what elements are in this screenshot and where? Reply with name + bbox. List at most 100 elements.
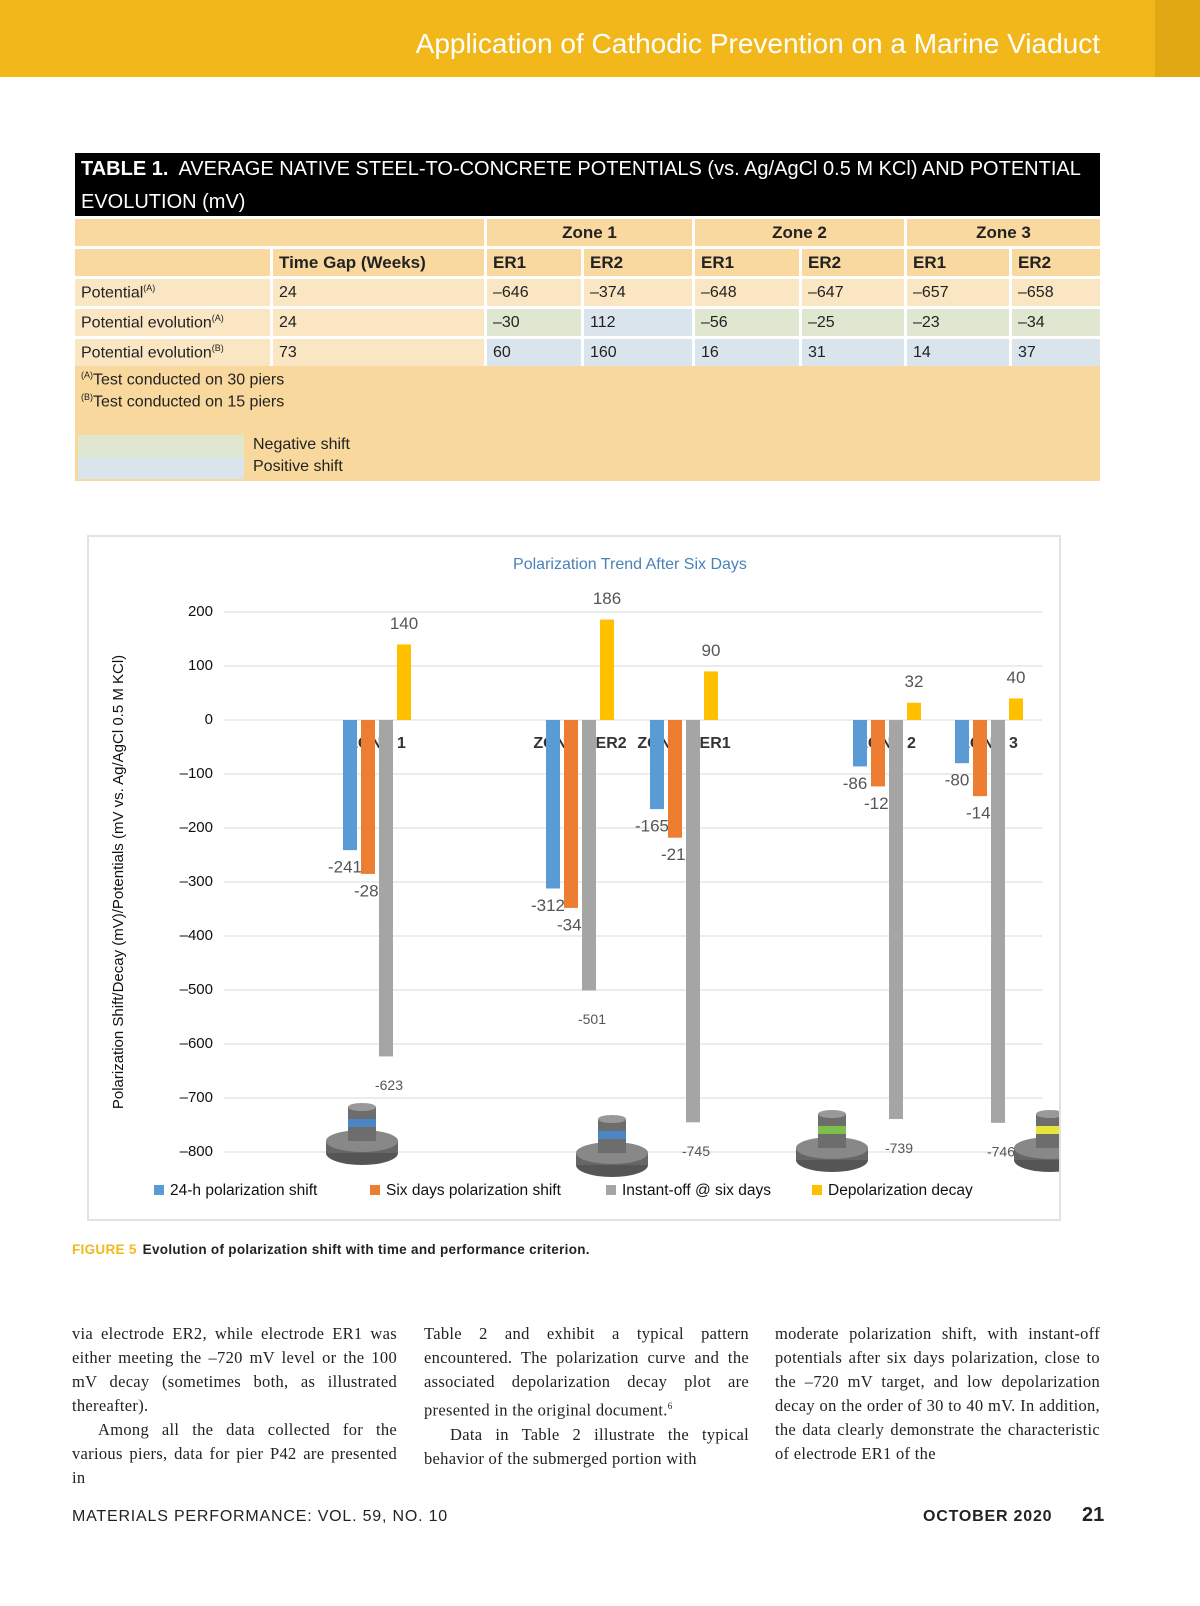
legend-label: 24-h polarization shift — [170, 1182, 318, 1199]
note: (A)Test conducted on 30 piers — [81, 370, 284, 389]
pier-band — [598, 1131, 626, 1139]
note-mark: (B) — [81, 392, 93, 402]
pier-band — [1036, 1126, 1064, 1134]
text-column: via electrode ER2, while electrode ER1 w… — [72, 1322, 397, 1490]
column-header: ER2 — [802, 249, 907, 276]
legend-swatch — [78, 435, 244, 457]
bar — [600, 619, 614, 720]
bar — [343, 720, 357, 851]
blank-cell — [75, 219, 487, 246]
paragraph-text: Among all the data collected for the var… — [72, 1420, 397, 1487]
value-label: -86 — [843, 774, 868, 793]
table-cell: 37 — [1012, 339, 1100, 366]
paragraph: Data in Table 2 illustrate the typical b… — [424, 1423, 749, 1471]
row-label-sup: (A) — [143, 282, 156, 293]
row-label-sup: (A) — [211, 312, 224, 323]
paragraph: Among all the data collected for the var… — [72, 1418, 397, 1490]
pier-icon — [1014, 1110, 1086, 1172]
column-header: ER2 — [584, 249, 695, 276]
legend-swatch — [154, 1185, 164, 1195]
pier-column-top — [598, 1115, 626, 1123]
table-cell: –30 — [487, 309, 584, 336]
value-label: -312 — [531, 896, 565, 915]
value-label: 32 — [905, 672, 924, 691]
table-cell: –23 — [907, 309, 1012, 336]
legend-swatch — [812, 1185, 822, 1195]
note-mark: (A) — [81, 370, 93, 380]
value-label: -80 — [945, 771, 970, 790]
bar — [361, 720, 375, 874]
paragraph: moderate polarization shift, with instan… — [775, 1322, 1100, 1466]
blank-cell — [75, 249, 273, 276]
table-number: TABLE 1. — [81, 158, 169, 180]
table-cell: –34 — [1012, 309, 1100, 336]
column-header: ER1 — [487, 249, 584, 276]
table-row: Potential evolution(A) 24 –30 112 –56 –25 –23–… — [75, 309, 1100, 336]
table-cell: –56 — [695, 309, 802, 336]
pier-band — [818, 1126, 846, 1134]
bar — [889, 720, 903, 1120]
table-cell: 24 — [273, 279, 487, 306]
bar — [397, 644, 411, 720]
figure: Polarization Trend After Six Days Polari… — [87, 535, 1086, 1221]
bar — [686, 720, 700, 1123]
row-label: Potential evolution(A) — [75, 309, 273, 336]
table-cell: –657 — [907, 279, 1012, 306]
bar — [991, 720, 1005, 1123]
value-label: 186 — [593, 589, 621, 608]
paragraph: Table 2 and exhibit a typical pattern en… — [424, 1322, 749, 1423]
footer-journal: MATERIALS PERFORMANCE: VOL. 59, NO. 10 — [72, 1508, 448, 1525]
figure-caption-text: Evolution of polarization shift with tim… — [142, 1242, 590, 1257]
bar — [379, 720, 393, 1057]
table-grid: Zone 1 Zone 2 Zone 3 Time Gap (Weeks) ER1 ER2… — [75, 216, 1100, 369]
paragraph-text: Data in Table 2 illustrate the typical b… — [424, 1424, 749, 1468]
row-label-text: Potential evolution — [81, 344, 212, 362]
value-label: -501 — [578, 1011, 606, 1027]
y-tick-label: 200 — [188, 603, 213, 620]
table-cell: –647 — [802, 279, 907, 306]
header-title: Application of Cathodic Prevention on a … — [415, 28, 1100, 59]
note: (B)Test conducted on 15 piers — [81, 392, 284, 411]
row-label-text: Potential — [81, 284, 144, 302]
page-number: 21 — [1082, 1504, 1105, 1526]
legend-label: Depolarization decay — [828, 1182, 973, 1199]
value-label: 90 — [702, 641, 721, 660]
legend-label: Negative shift — [253, 436, 350, 453]
chart: Polarization Trend After Six Days Polari… — [110, 556, 1086, 1199]
bar — [546, 720, 560, 889]
pier-icon — [576, 1115, 648, 1177]
value-label: 40 — [1007, 668, 1026, 687]
table-cell: 24 — [273, 309, 487, 336]
header-bar: Application of Cathodic Prevention on a … — [0, 0, 1200, 77]
y-tick-label: –300 — [180, 873, 213, 890]
y-tick-label: –500 — [180, 981, 213, 998]
table-cell: –658 — [1012, 279, 1100, 306]
figure-caption: FIGURE 5 Evolution of polarization shift … — [72, 1242, 590, 1257]
pier-column-top — [348, 1103, 376, 1111]
table-cell: 14 — [907, 339, 1012, 366]
y-tick-label: –400 — [180, 927, 213, 944]
paragraph-text: moderate polarization shift, with instan… — [775, 1324, 1100, 1463]
reference: 6 — [667, 1401, 673, 1411]
header-row: Time Gap (Weeks) ER1 ER2 ER1 ER2 ER1 ER2 — [75, 249, 1100, 276]
zone-header: Zone 3 — [907, 219, 1100, 246]
figure-number: FIGURE 5 — [72, 1242, 137, 1257]
column-header: ER2 — [1012, 249, 1100, 276]
note-text: Test conducted on 15 piers — [93, 393, 285, 411]
table-cell: 112 — [584, 309, 695, 336]
pier-column-top — [1036, 1110, 1064, 1118]
bar — [668, 720, 682, 838]
zone-row: Zone 1 Zone 2 Zone 3 — [75, 219, 1100, 246]
row-label-text: Potential evolution — [81, 314, 212, 332]
value-label: -746 — [987, 1144, 1015, 1160]
table-cell: 31 — [802, 339, 907, 366]
legend-swatch — [370, 1185, 380, 1195]
table: TABLE 1. AVERAGE NATIVE STEEL-TO-CONCRET… — [75, 153, 1100, 481]
table-cell: 73 — [273, 339, 487, 366]
column-header: Time Gap (Weeks) — [273, 249, 487, 276]
pier-icon — [326, 1103, 398, 1165]
header-edge — [1155, 0, 1200, 77]
bar — [1009, 698, 1023, 720]
y-tick-label: 0 — [205, 711, 213, 728]
